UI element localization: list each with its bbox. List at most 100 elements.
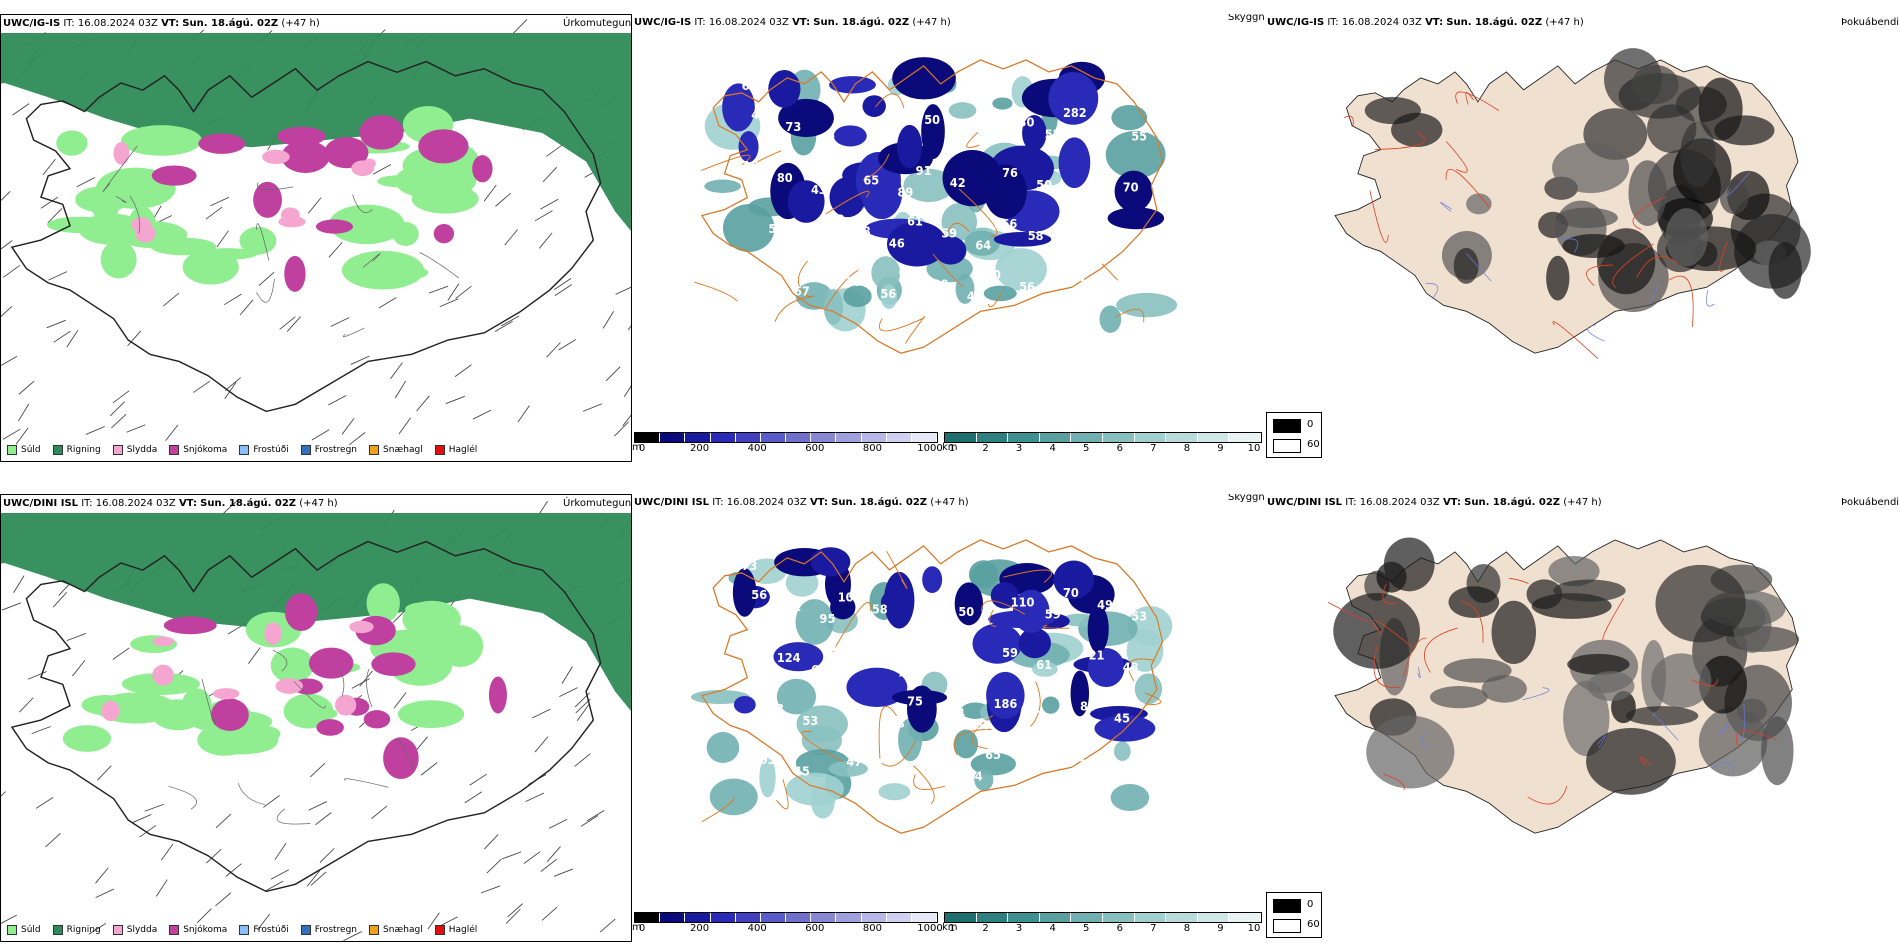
road-line bbox=[1003, 569, 1053, 583]
colorbar-cell bbox=[1008, 433, 1040, 442]
wind-barb bbox=[542, 166, 558, 183]
colorbar-cells bbox=[944, 912, 1262, 923]
colorbar-tick-label: 9 bbox=[1217, 443, 1224, 454]
colorbar-cell bbox=[1197, 433, 1230, 442]
visibility-value-label: 70 bbox=[1063, 586, 1079, 600]
colorbar-cell bbox=[1071, 913, 1103, 922]
road-line bbox=[1327, 602, 1370, 623]
drizzle-patch bbox=[239, 226, 277, 255]
wind-barb bbox=[559, 687, 578, 698]
precip-type-legend: Súld Rigning Slydda Snjókoma Frostúði Frostre… bbox=[7, 925, 477, 935]
legend-item: Súld bbox=[7, 925, 41, 935]
legend-item: Snjókoma bbox=[169, 925, 227, 935]
sleet-patch bbox=[275, 678, 303, 694]
road-line bbox=[987, 292, 1002, 308]
road-line bbox=[1445, 169, 1490, 208]
contour-line bbox=[362, 253, 381, 268]
river-line bbox=[1587, 324, 1605, 342]
wind-barb bbox=[447, 283, 460, 301]
low-visibility-area bbox=[903, 168, 955, 203]
snow-patch bbox=[359, 115, 404, 150]
cloud-base-area bbox=[1022, 114, 1047, 152]
road-line bbox=[1373, 646, 1400, 688]
colorbar-cell bbox=[1166, 433, 1198, 442]
visibility-value-label: 74 bbox=[1106, 282, 1122, 296]
legend-swatch bbox=[434, 445, 445, 455]
visibility-value-label: 58 bbox=[1028, 229, 1044, 243]
fog-key-top-label: 0 bbox=[1307, 899, 1314, 910]
drizzle-patch bbox=[56, 130, 88, 156]
visibility-value-label: 75 bbox=[907, 694, 923, 708]
low-visibility-area bbox=[955, 273, 975, 304]
visibility-value-label: 102 bbox=[916, 644, 940, 658]
road-line bbox=[1465, 92, 1474, 105]
wind-barb bbox=[155, 879, 168, 897]
cloud-base-area bbox=[732, 568, 757, 617]
contour-line bbox=[293, 681, 326, 709]
legend-label: Frostúði bbox=[253, 445, 289, 455]
fog-indicator-area bbox=[1391, 112, 1443, 147]
colorbar-cell bbox=[760, 433, 787, 442]
road-line bbox=[776, 779, 789, 810]
fog-indicator-area bbox=[1655, 564, 1746, 643]
legend-label: Slydda bbox=[126, 445, 158, 455]
road-line bbox=[1632, 196, 1667, 231]
wind-barb bbox=[40, 196, 59, 209]
wind-barb bbox=[126, 424, 146, 433]
wind-barb bbox=[540, 858, 558, 872]
visibility-value-label: 47 bbox=[846, 755, 862, 769]
contour-line bbox=[168, 786, 197, 810]
wind-barb bbox=[306, 870, 321, 887]
legend-swatch bbox=[7, 925, 17, 935]
legend-label: Súld bbox=[21, 445, 41, 455]
legend-label: Snjókoma bbox=[183, 925, 228, 935]
legend-item: Slydda bbox=[112, 445, 158, 455]
wind-barb bbox=[13, 575, 25, 593]
colorbar-cell bbox=[685, 433, 711, 442]
visibility-value-label: 71 bbox=[1080, 219, 1096, 233]
road-line bbox=[878, 705, 898, 759]
colorbar-cell bbox=[1039, 433, 1072, 442]
contour-line bbox=[256, 223, 270, 261]
river-line bbox=[1522, 687, 1550, 701]
parameter-name: Skyggni bbox=[1228, 14, 1264, 23]
visibility-value-label: 54 bbox=[967, 769, 983, 783]
legend-item: Haglél bbox=[434, 925, 477, 935]
wind-barb bbox=[558, 339, 577, 351]
fog-key-black-box bbox=[1273, 419, 1301, 433]
coast-road bbox=[700, 59, 1164, 354]
colorbar-tick-label: 8 bbox=[1183, 923, 1191, 934]
wind-barb bbox=[541, 906, 558, 921]
wind-barb bbox=[215, 892, 232, 907]
low-visibility-area bbox=[786, 772, 844, 806]
sleet-patch bbox=[113, 141, 130, 165]
wind-barb bbox=[193, 380, 211, 393]
visibility-value-label: 73 bbox=[785, 120, 801, 134]
init-time: IT: 16.08.2024 03Z bbox=[694, 17, 789, 28]
low-visibility-area bbox=[968, 560, 999, 589]
river-line bbox=[1466, 253, 1492, 282]
sleet-patch bbox=[135, 224, 156, 243]
wind-barb bbox=[472, 409, 492, 420]
wind-barb bbox=[42, 158, 56, 176]
fog-indicator-area bbox=[1466, 193, 1492, 215]
lead-time: (+47 h) bbox=[912, 17, 951, 28]
road-line bbox=[1668, 275, 1694, 328]
road-line bbox=[1735, 730, 1777, 749]
wind-barb bbox=[315, 812, 332, 826]
cloud-base-area bbox=[1053, 560, 1094, 600]
wind-barb bbox=[163, 292, 180, 307]
parameter-name: Þokuábendi bbox=[1841, 17, 1900, 28]
snow-patch bbox=[308, 647, 354, 679]
colorbar-cell bbox=[1134, 913, 1167, 922]
panel-title: UWC/DINI ISL IT: 16.08.2024 03Z VT: Sun.… bbox=[1267, 497, 1602, 508]
drizzle-patch bbox=[152, 699, 204, 731]
wind-barb bbox=[206, 849, 222, 864]
contour-line bbox=[395, 738, 414, 770]
colorbar-tick-label: 800 bbox=[862, 443, 882, 454]
fog-indicator-area bbox=[1429, 685, 1488, 709]
colorbar-cell bbox=[836, 433, 862, 442]
fog-indicator-area bbox=[1552, 142, 1630, 194]
wind-barb bbox=[534, 210, 553, 222]
cloud-base-area bbox=[993, 231, 1052, 247]
